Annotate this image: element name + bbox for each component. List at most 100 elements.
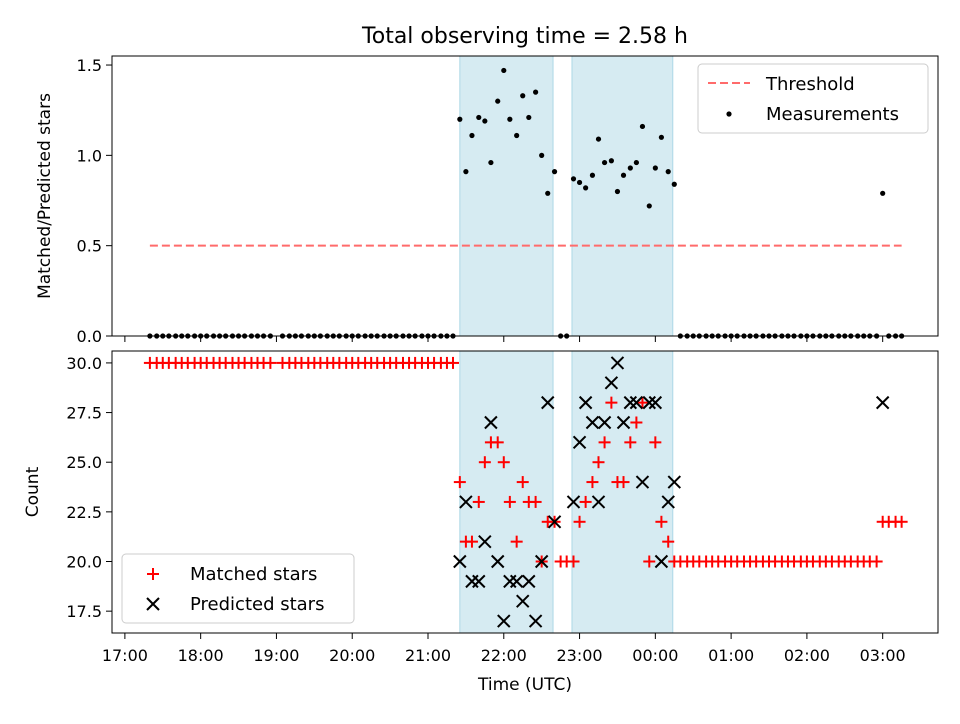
y-tick-label-1-1: 20.0 [66, 553, 102, 572]
predicted-stars-point-26 [629, 395, 644, 410]
measurements-point-81 [665, 169, 671, 175]
measurements-point-63 [551, 169, 558, 175]
measurements-point-98 [772, 333, 778, 339]
measurements-point-99 [779, 333, 785, 339]
matched-stars-point-70 [592, 456, 605, 469]
measurements-point-106 [823, 333, 829, 339]
matched-stars-point-57 [510, 535, 523, 548]
measurements-point-88 [709, 333, 715, 339]
matched-stars-point-55 [497, 456, 510, 469]
top-legend-box [697, 63, 929, 134]
legend-predicted-swatch [146, 597, 160, 611]
x-tick-label-10: 03:00 [860, 646, 906, 665]
measurements-point-36 [381, 333, 387, 339]
measurements-point-13 [229, 333, 236, 339]
predicted-stars-point-33 [875, 395, 890, 410]
y-tick-label-1-4: 27.5 [66, 404, 102, 423]
measurements-point-11 [217, 333, 223, 339]
measurements-point-41 [412, 333, 418, 339]
measurements-point-74 [620, 172, 627, 178]
chart-title: Total observing time = 2.58 h [361, 24, 688, 49]
predicted-stars-point-20 [591, 495, 606, 509]
measurements-point-37 [387, 333, 393, 339]
matched-stars-point-80 [655, 515, 668, 528]
measurements-point-59 [526, 114, 532, 121]
matched-stars-point-72 [605, 396, 618, 409]
measurements-point-38 [393, 333, 399, 339]
measurements-point-65 [564, 333, 570, 339]
predicted-stars-point-28 [642, 395, 656, 410]
measurements-point-6 [185, 333, 191, 339]
measurements-point-17 [254, 333, 261, 339]
measurements-point-2 [160, 333, 166, 339]
measurements-point-44 [431, 333, 437, 339]
measurements-point-97 [766, 333, 772, 339]
measurements-point-78 [646, 203, 652, 209]
predicted-stars-point-19 [585, 415, 600, 430]
predicted-stars-point-23 [610, 356, 625, 370]
measurements-point-57 [514, 132, 520, 139]
predicted-stars-point-29 [648, 395, 663, 410]
matched-stars-point-50 [465, 535, 478, 548]
measurements-point-34 [368, 333, 374, 339]
measurements-point-101 [791, 333, 797, 339]
measurements-point-27 [324, 333, 330, 339]
observing-window-1-1 [571, 350, 674, 634]
matched-stars-point-69 [586, 476, 599, 489]
measurements-point-71 [601, 159, 608, 166]
predicted-stars-point-0 [453, 554, 467, 569]
measurements-point-96 [760, 333, 766, 339]
measurements-point-56 [507, 116, 513, 122]
bottom-y-axis-label: Count [23, 466, 43, 517]
measurements-point-110 [848, 333, 854, 339]
observing-window-1-0 [459, 350, 554, 634]
measurements-point-22 [292, 333, 298, 339]
measurements-point-12 [223, 333, 229, 339]
measurements-point-9 [204, 333, 210, 339]
measurements-point-55 [501, 67, 507, 74]
measurements-point-4 [173, 333, 179, 339]
measurements-point-68 [583, 185, 589, 191]
measurements-point-104 [810, 333, 816, 339]
measurements-point-86 [696, 333, 702, 339]
matched-stars-point-60 [529, 495, 542, 508]
measurements-point-89 [715, 333, 721, 339]
measurements-point-48 [457, 116, 463, 122]
matched-stars-point-51 [472, 495, 485, 508]
predicted-stars-point-3 [472, 574, 486, 589]
matched-stars-point-52 [478, 456, 491, 469]
measurements-point-83 [677, 333, 683, 339]
measurements-point-18 [260, 333, 267, 339]
measurements-point-72 [608, 158, 614, 164]
measurements-point-58 [520, 93, 526, 99]
bottom-legend: Matched stars Predicted stars [121, 553, 355, 624]
measurements-point-67 [576, 179, 583, 186]
measurements-point-94 [747, 333, 753, 339]
measurements-point-79 [652, 165, 658, 171]
measurements-point-102 [798, 333, 804, 339]
matched-stars-point-78 [643, 555, 656, 568]
measurements-point-113 [867, 333, 873, 339]
measurements-point-29 [336, 333, 342, 339]
top-plot-frame [111, 55, 939, 337]
measurements-point-0 [147, 333, 153, 339]
measurements-point-40 [406, 333, 412, 339]
predicted-stars-point-18 [578, 395, 593, 410]
measurements-point-92 [734, 333, 740, 339]
measurements-point-100 [785, 333, 791, 339]
measurements-point-25 [311, 333, 317, 339]
matched-stars-point-48 [453, 476, 466, 489]
measurements-point-30 [343, 333, 349, 339]
predicted-stars-point-11 [522, 574, 536, 589]
measurements-point-10 [210, 333, 217, 339]
predicted-stars-point-15 [547, 515, 562, 529]
measurements-point-42 [419, 333, 425, 339]
matched-stars-point-81 [662, 535, 675, 548]
measurements-point-60 [533, 89, 539, 95]
predicted-stars-point-31 [661, 495, 675, 509]
measurements-point-64 [558, 333, 564, 339]
predicted-stars-point-5 [484, 415, 498, 430]
predicted-stars-point-6 [491, 554, 505, 569]
measurements-point-15 [242, 333, 248, 339]
